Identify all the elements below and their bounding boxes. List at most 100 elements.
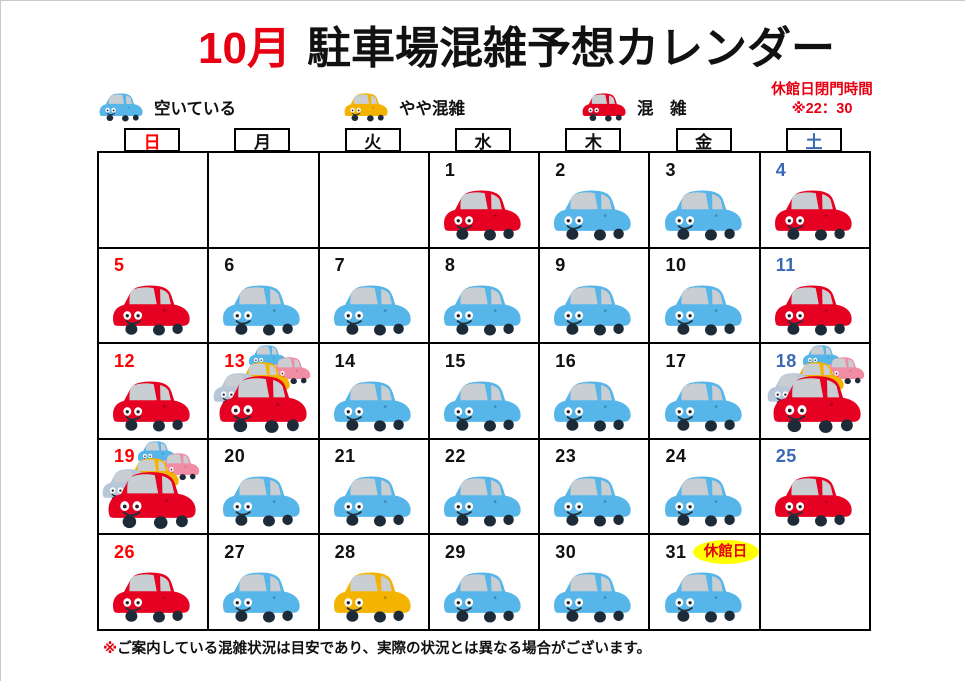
legend-label: 混 雑 — [637, 100, 687, 118]
day-cell-6: 6 — [209, 248, 320, 344]
car-icon-available — [664, 188, 746, 242]
day-cell-11: 11 — [760, 248, 872, 344]
day-number: 31 — [665, 541, 687, 562]
day-cell-header: 8 — [430, 253, 456, 279]
day-number: 13 — [224, 350, 246, 371]
day-cell-16: 16 — [540, 344, 651, 440]
day-number: 8 — [444, 255, 456, 275]
day-cell-header: 2 — [540, 157, 566, 183]
footnote: ※ご案内している混雑状況は目安であり、実際の状況とは異なる場合がございます。 — [103, 637, 651, 658]
car-icon-available — [333, 474, 415, 528]
day-cell-header: 12 — [99, 348, 135, 374]
day-cell-empty — [99, 153, 210, 249]
day-cell-2: 2 — [540, 153, 651, 249]
day-number: 5 — [114, 255, 125, 275]
day-cell-empty — [209, 153, 320, 249]
car-icon-available — [553, 379, 635, 433]
car-icon-available — [443, 283, 525, 337]
day-cell-header: 17 — [650, 348, 686, 374]
day-cell-3: 3 — [650, 153, 761, 249]
day-cell-header: 22 — [430, 444, 466, 470]
day-number: 6 — [224, 255, 235, 275]
calendar-grid: 1 2 3 4 5 6 7 8 — [97, 151, 872, 631]
day-number: 21 — [334, 446, 356, 466]
day-number: 9 — [555, 255, 566, 275]
page-title: 10月 駐車場混雑予想カレンダー — [198, 24, 835, 73]
day-cell-25: 25 — [760, 439, 872, 535]
day-number: 20 — [224, 446, 246, 466]
day-cell-header: 20 — [209, 444, 245, 470]
traffic-jam-icon — [766, 345, 868, 436]
legend-item-crowded: 混 雑 — [582, 91, 687, 123]
day-cell-20: 20 — [209, 439, 320, 535]
day-cell-5: 5 — [99, 248, 210, 344]
day-cell-14: 14 — [319, 344, 430, 440]
car-icon-available — [222, 283, 304, 337]
weekday-header-金: 金 — [675, 128, 732, 152]
weekday-header-月: 月 — [234, 128, 291, 152]
day-cell-header: 9 — [540, 253, 566, 279]
car-icon-crowded — [112, 379, 194, 433]
day-number: 22 — [444, 446, 466, 466]
day-number: 27 — [224, 541, 246, 562]
car-icon-available — [443, 379, 525, 433]
day-cell-29: 29 — [429, 535, 541, 631]
day-number: 29 — [444, 541, 466, 562]
car-icon-slightly-crowded — [344, 92, 390, 122]
closing-time-notice: 休館日閉門時間 ※22：30 — [744, 81, 900, 119]
day-cell-header: 18 — [761, 348, 797, 374]
closed-day-badge: 休館日 — [692, 540, 759, 564]
day-cell-13: 13 — [209, 344, 320, 440]
day-number: 4 — [775, 159, 787, 180]
car-icon-crowded — [443, 188, 525, 242]
day-number: 1 — [444, 159, 456, 180]
car-icon-available — [333, 379, 415, 433]
day-cell-header: 1 — [430, 157, 456, 183]
day-cell-empty — [760, 535, 872, 631]
day-number: 14 — [334, 350, 356, 371]
legend-label: やや混雑 — [399, 100, 465, 118]
legend-label: 空いている — [154, 100, 237, 118]
day-number: 17 — [665, 350, 687, 371]
car-icon-crowded — [774, 283, 856, 337]
day-cell-7: 7 — [319, 248, 430, 344]
day-number: 2 — [555, 159, 566, 180]
day-cell-17: 17 — [650, 344, 761, 440]
day-cell-header: 26 — [99, 539, 135, 565]
car-icon-crowded — [774, 188, 856, 242]
day-cell-header: 27 — [209, 539, 245, 565]
day-cell-15: 15 — [429, 344, 541, 440]
day-cell-header: 28 — [320, 539, 356, 565]
day-cell-header: 25 — [761, 444, 797, 470]
footnote-text: ご案内している混雑状況は目安であり、実際の状況とは異なる場合がございます。 — [117, 641, 651, 657]
day-number: 24 — [665, 446, 687, 466]
day-cell-header: 19 — [99, 444, 135, 470]
day-cell-4: 4 — [760, 153, 872, 249]
day-cell-8: 8 — [429, 248, 541, 344]
weekday-header-火: 火 — [344, 128, 401, 152]
car-icon-available — [664, 283, 746, 337]
day-cell-26: 26 — [99, 535, 210, 631]
day-cell-21: 21 — [319, 439, 430, 535]
day-cell-header: 23 — [540, 444, 576, 470]
footnote-mark: ※ — [103, 641, 118, 657]
car-icon-available — [664, 379, 746, 433]
weekday-header-日: 日 — [124, 128, 181, 152]
legend-item-available: 空いている — [99, 91, 236, 123]
day-cell-31: 31 休館日 — [650, 535, 761, 631]
day-cell-27: 27 — [209, 535, 320, 631]
day-number: 11 — [775, 255, 796, 275]
day-number: 25 — [775, 446, 797, 466]
closing-notice-line2: ※22：30 — [791, 101, 853, 117]
day-cell-10: 10 — [650, 248, 761, 344]
day-cell-header: 30 — [540, 539, 576, 565]
day-cell-header: 4 — [761, 157, 787, 183]
day-cell-header: 14 — [320, 348, 356, 374]
title-month: 10月 — [198, 24, 291, 73]
day-number: 26 — [114, 541, 136, 562]
traffic-jam-icon — [101, 441, 203, 532]
day-cell-19: 19 — [99, 439, 210, 535]
day-cell-header: 29 — [430, 539, 466, 565]
day-cell-header: 21 — [320, 444, 356, 470]
